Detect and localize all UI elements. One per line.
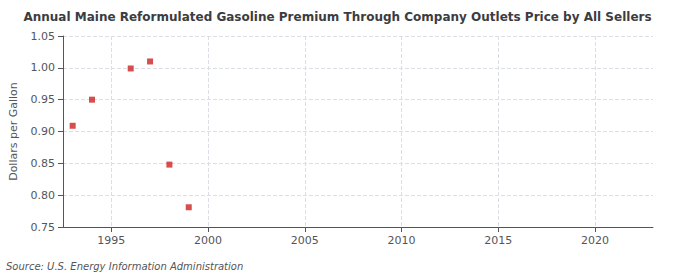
svg-text:2020: 2020 [581,234,609,247]
svg-text:2015: 2015 [484,234,512,247]
svg-text:2010: 2010 [388,234,416,247]
svg-text:1995: 1995 [97,234,125,247]
svg-text:0.80: 0.80 [31,189,56,202]
svg-text:0.90: 0.90 [31,125,56,138]
svg-text:0.75: 0.75 [31,221,56,234]
svg-text:0.85: 0.85 [31,157,56,170]
svg-text:2000: 2000 [194,234,222,247]
svg-text:Annual Maine Reformulated Gaso: Annual Maine Reformulated Gasoline Premi… [23,10,651,24]
svg-text:2005: 2005 [291,234,319,247]
svg-text:0.95: 0.95 [31,93,56,106]
svg-text:1.05: 1.05 [31,30,56,43]
svg-text:1.00: 1.00 [31,61,56,74]
svg-text:Dollars per Gallon: Dollars per Gallon [7,82,20,181]
svg-text:Source: U.S. Energy Informatio: Source: U.S. Energy Information Administ… [6,261,243,272]
